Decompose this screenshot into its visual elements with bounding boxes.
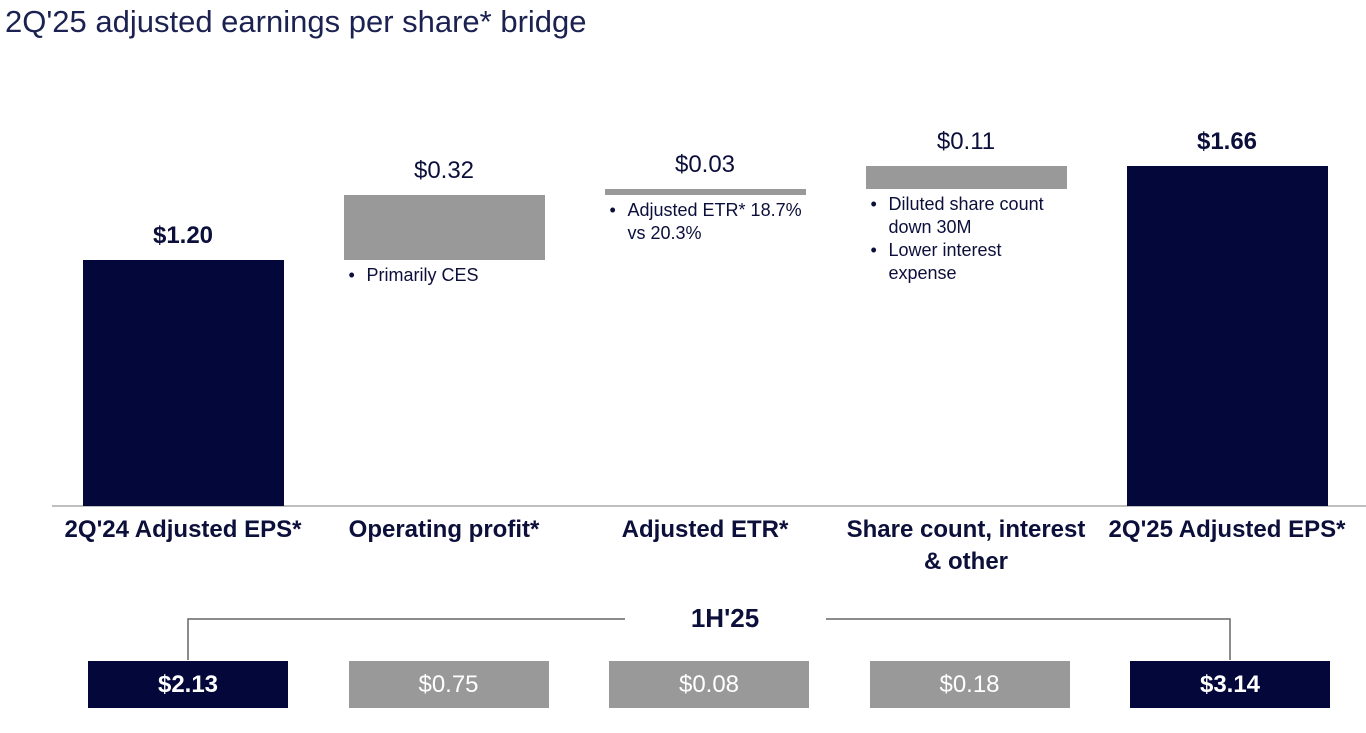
summary-value-label: $2.13	[157, 670, 219, 698]
bar	[1126, 166, 1328, 506]
note-item: • Lower interest expense	[871, 239, 1071, 285]
note-item: • Primarily CES	[349, 264, 549, 287]
bullet: •	[870, 239, 877, 260]
note-text: Lower interest expense	[888, 239, 1002, 283]
summary-value-label: $0.08	[678, 670, 740, 698]
bar	[82, 260, 284, 506]
note-text: Primarily CES	[366, 265, 479, 286]
summary-box: $0.75	[348, 661, 549, 708]
value-label: $0.11	[936, 128, 996, 155]
note-item: • Adjusted ETR* 18.7% vs 20.3%	[610, 199, 810, 245]
bullet: •	[870, 193, 877, 214]
value-label: $0.03	[674, 150, 736, 178]
note: • Primarily CES	[349, 264, 549, 287]
summary-value-label: $3.14	[1199, 670, 1261, 698]
category-label: Operating profit*	[348, 516, 540, 543]
bar	[604, 188, 806, 195]
bullet: •	[348, 265, 355, 286]
bracket-left	[187, 618, 625, 660]
value-label: $1.20	[152, 222, 214, 250]
summary-box: $0.18	[869, 661, 1070, 708]
note-item: • Diluted share count down 30M	[871, 193, 1071, 239]
summary-box: $0.08	[609, 661, 809, 708]
note-text: Diluted share count down 30M	[888, 193, 1044, 237]
category-label: 2Q'25 Adjusted EPS*	[1108, 516, 1346, 543]
note-text: Adjusted ETR* 18.7% vs 20.3%	[627, 199, 802, 243]
note: • Adjusted ETR* 18.7% vs 20.3%	[610, 199, 810, 245]
category-label: Adjusted ETR*	[621, 516, 789, 543]
summary-box: $3.14	[1130, 661, 1330, 708]
bar	[865, 166, 1067, 189]
category-label: Share count, interest & other	[846, 516, 1086, 575]
bullet: •	[609, 199, 616, 220]
chart-title: 2Q'25 adjusted earnings per share* bridg…	[5, 4, 587, 39]
bracket-right	[826, 618, 1231, 660]
category-label: 2Q'24 Adjusted EPS*	[64, 516, 302, 543]
value-label: $0.32	[413, 156, 475, 184]
bar	[343, 194, 545, 261]
note: • Diluted share count down 30M • Lower inte…	[871, 193, 1071, 285]
summary-value-label: $0.18	[939, 670, 1000, 698]
value-label: $1.66	[1196, 128, 1258, 155]
summary-box: $2.13	[88, 661, 288, 708]
summary-value-label: $0.75	[418, 670, 479, 698]
summary-title: 1H'25	[690, 603, 760, 633]
